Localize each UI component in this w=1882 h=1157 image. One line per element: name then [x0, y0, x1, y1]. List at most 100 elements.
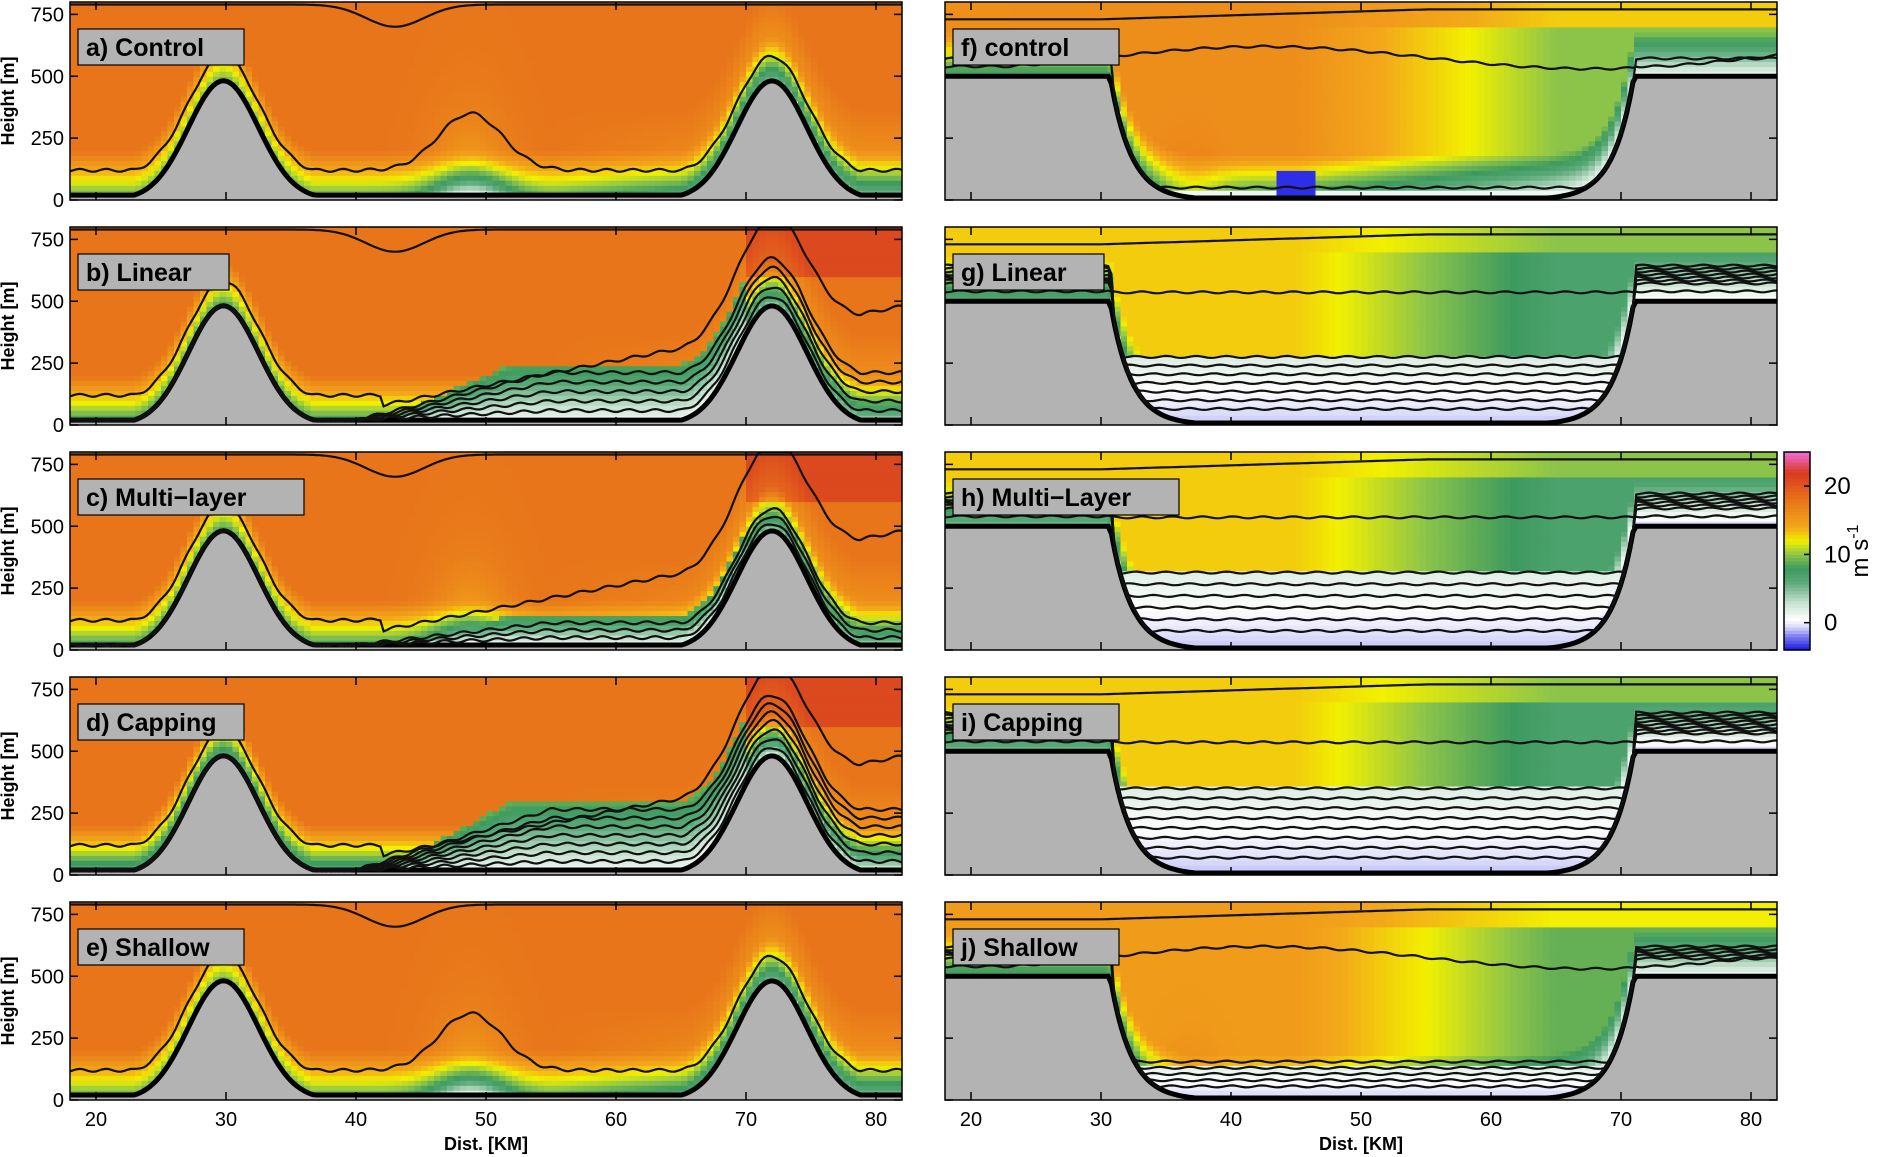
colorbar-segment	[1784, 590, 1810, 595]
x-axis-label: Dist. [KM]	[1319, 1134, 1403, 1154]
panel-label: g) Linear	[961, 259, 1067, 287]
colorbar-segment	[1784, 475, 1810, 479]
y-tick-label: 750	[31, 454, 64, 476]
colorbar-segment	[1784, 485, 1810, 489]
isentrope-contour	[70, 694, 902, 873]
x-tick-label: 40	[1220, 1109, 1242, 1131]
terrain-g	[945, 301, 1777, 425]
colorbar-segment	[1784, 560, 1810, 565]
x-tick-label: 80	[1740, 1109, 1762, 1131]
y-tick-label: 750	[31, 229, 64, 251]
colorbar-segment	[1784, 597, 1810, 602]
panel-f: f) control	[944, 1, 1778, 201]
terrain-a	[70, 80, 902, 200]
x-axis-label: Dist. [KM]	[444, 1134, 528, 1154]
colorbar-segment	[1784, 537, 1810, 542]
colorbar-tick-label: 20	[1824, 473, 1851, 500]
colorbar-segment	[1784, 613, 1810, 618]
x-tick-label: 20	[960, 1109, 982, 1131]
colorbar-segment	[1784, 564, 1810, 569]
colorbar-segment	[1784, 640, 1810, 644]
colorbar-segment	[1784, 643, 1810, 648]
colorbar-segment	[1784, 524, 1810, 529]
panel-e: 0 250 500 750 20 30 40 50 60 70 80 Height [m] Dist. …	[0, 901, 903, 1154]
colorbar: 0 10 20 m s-1	[1783, 451, 1874, 651]
panel-label: i) Capping	[961, 709, 1083, 737]
panel-label-box	[952, 928, 1120, 966]
colorbar-segment	[1784, 508, 1810, 512]
panel-label-box	[77, 478, 305, 516]
colorbar-segment	[1784, 600, 1810, 605]
panel-label-box	[77, 253, 230, 291]
panel-label: a) Control	[86, 34, 204, 62]
colorbar-segment	[1784, 554, 1810, 559]
panel-label-box	[77, 703, 245, 741]
colorbar-segment	[1784, 544, 1810, 549]
isentrope-contour-upper	[945, 8, 1777, 21]
x-tick-label: 70	[735, 1109, 757, 1131]
contours-d	[70, 677, 902, 873]
colorbar-segment	[1784, 570, 1810, 575]
panel-label: e) Shallow	[86, 934, 210, 962]
colorbar-segment	[1784, 471, 1810, 476]
colorbar-segment	[1784, 607, 1810, 611]
colorbar-segment	[1784, 633, 1810, 638]
wind-field-c	[70, 452, 902, 646]
colorbar-segment	[1784, 521, 1810, 526]
colorbar-segment	[1784, 584, 1810, 588]
panel-g: g) Linear	[944, 226, 1778, 426]
x-tick-label: 60	[1480, 1109, 1502, 1131]
colorbar-segment	[1784, 452, 1810, 456]
y-tick-label: 500	[31, 291, 64, 313]
panel-label-box	[77, 28, 245, 66]
panel-label-box	[952, 28, 1120, 66]
y-tick-label: 750	[31, 904, 64, 926]
y-tick-label: 750	[31, 4, 64, 26]
x-tick-label: 50	[1350, 1109, 1372, 1131]
colorbar-tick-label: 10	[1824, 541, 1851, 568]
x-tick-label: 20	[85, 1109, 107, 1131]
y-axis-label: Height [m]	[0, 57, 18, 146]
colorbar-segment	[1784, 494, 1810, 499]
isentrope-contour-upper	[945, 908, 1777, 921]
colorbar-segment	[1784, 547, 1810, 552]
colorbar-segment	[1784, 491, 1810, 496]
panel-d: 0 250 500 750 Height [m] d) Capping	[0, 676, 903, 887]
y-tick-label: 250	[31, 578, 64, 600]
colorbar-segment	[1784, 574, 1810, 578]
panel-label: j) Shallow	[960, 934, 1078, 962]
colorbar-segment	[1784, 623, 1810, 628]
x-tick-label: 50	[475, 1109, 497, 1131]
x-tick-label: 40	[345, 1109, 367, 1131]
colorbar-segment	[1784, 481, 1810, 486]
y-axis-label: Height [m]	[0, 732, 18, 821]
y-tick-label: 0	[53, 865, 64, 887]
colorbar-segment	[1784, 511, 1810, 516]
isentrope-contour	[70, 506, 902, 648]
colorbar-segment	[1784, 636, 1810, 641]
terrain-j	[945, 976, 1777, 1100]
terrain-h	[945, 526, 1777, 650]
colorbar-segment	[1784, 455, 1810, 460]
y-tick-label: 250	[31, 1028, 64, 1050]
colorbar-segment	[1784, 551, 1810, 555]
panel-h: h) Multi−Layer	[944, 451, 1778, 651]
y-axis-label: Height [m]	[0, 282, 18, 371]
panel-label: f) control	[961, 34, 1069, 62]
y-tick-label: 0	[53, 415, 64, 437]
y-tick-label: 500	[31, 741, 64, 763]
colorbar-segment	[1784, 580, 1810, 585]
panel-a: 0 250 500 750 Height [m] a) Control	[0, 1, 903, 212]
colorbar-segment	[1784, 468, 1810, 473]
colorbar-segment	[1784, 587, 1810, 592]
colorbar-segment	[1784, 620, 1810, 625]
terrain-e	[70, 980, 902, 1100]
y-axis-label: Height [m]	[0, 957, 18, 1046]
x-tick-label: 60	[605, 1109, 627, 1131]
panel-label-box	[952, 703, 1120, 741]
colorbar-segment	[1784, 603, 1810, 608]
y-tick-label: 500	[31, 516, 64, 538]
colorbar-segment	[1784, 626, 1810, 631]
isentrope-contour	[70, 255, 902, 423]
x-tick-label: 70	[1610, 1109, 1632, 1131]
